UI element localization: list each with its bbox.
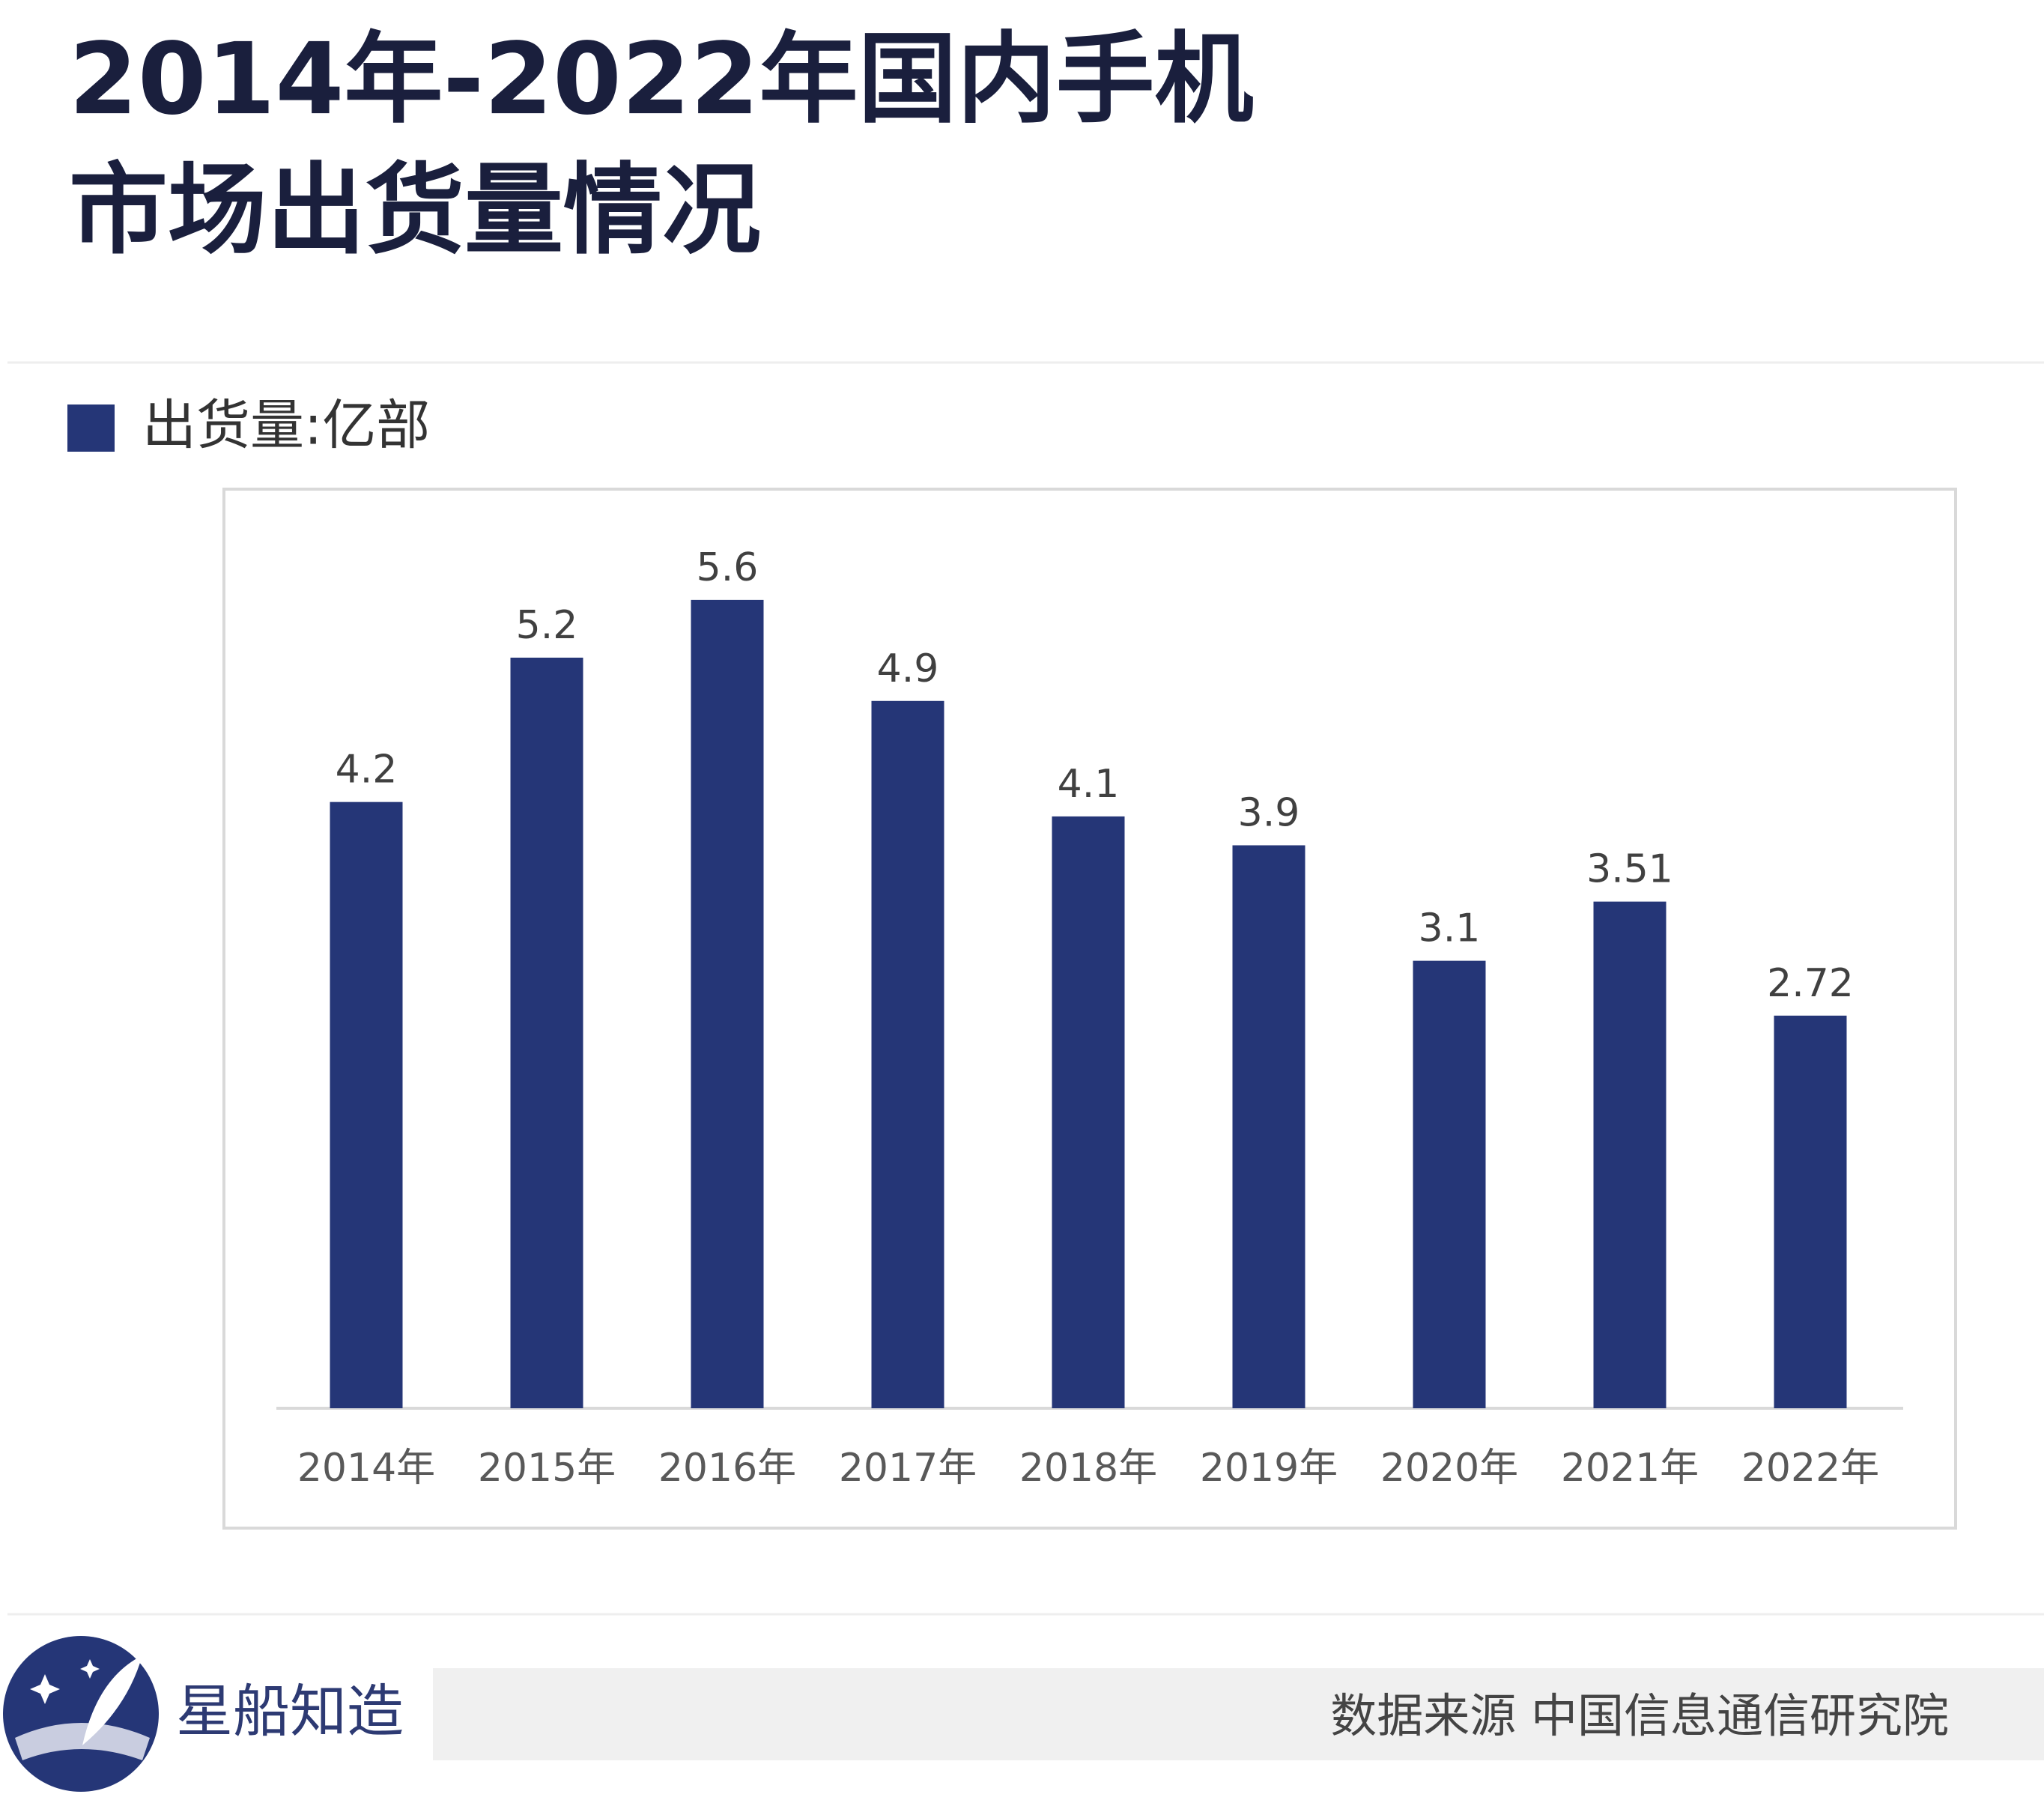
bar [1232, 845, 1305, 1408]
bar [1593, 901, 1667, 1408]
plot-frame [222, 488, 1957, 1530]
source: 数据来源 中国信息通信研究院 [1330, 1688, 1949, 1743]
logo-star [30, 1674, 60, 1704]
value-label: 5.6 [697, 545, 759, 590]
value-label: 3.9 [1238, 790, 1300, 835]
x-tick-label: 2016年 [658, 1446, 796, 1491]
title-line: 2014年-2022年国内手机 [69, 22, 1254, 137]
bar [871, 700, 944, 1408]
x-tick-label: 2015年 [478, 1446, 616, 1491]
bar [1413, 960, 1486, 1408]
bar [330, 802, 403, 1408]
bar [1052, 816, 1125, 1408]
brand: 星船知造 [176, 1678, 404, 1745]
x-tick-label: 2019年 [1200, 1446, 1338, 1491]
x-tick-label: 2020年 [1380, 1446, 1518, 1491]
bar [1774, 1015, 1847, 1408]
x-tick-label: 2017年 [839, 1446, 977, 1491]
value-label: 4.9 [877, 646, 939, 691]
value-label: 2.72 [1767, 961, 1854, 1006]
logo [3, 1636, 159, 1792]
title-line: 市场出货量情况 [69, 153, 761, 268]
value-label: 5.2 [516, 603, 578, 648]
x-tick-label: 2014年 [297, 1446, 435, 1491]
bar [691, 599, 764, 1408]
x-tick-label: 2022年 [1741, 1446, 1879, 1491]
logo-star [80, 1659, 100, 1679]
legend-swatch [67, 404, 115, 452]
value-label: 3.1 [1419, 906, 1481, 951]
value-label: 4.2 [336, 748, 398, 793]
logo-wave [15, 1723, 150, 1760]
bar [510, 657, 583, 1408]
value-label: 4.1 [1058, 762, 1120, 807]
value-label: 3.51 [1586, 847, 1673, 892]
legend-label: 出货量:亿部 [142, 394, 430, 457]
footer-band [433, 1668, 2044, 1760]
x-tick-label: 2018年 [1019, 1446, 1157, 1491]
x-tick-label: 2021年 [1561, 1446, 1699, 1491]
logo-feather [82, 1655, 142, 1745]
